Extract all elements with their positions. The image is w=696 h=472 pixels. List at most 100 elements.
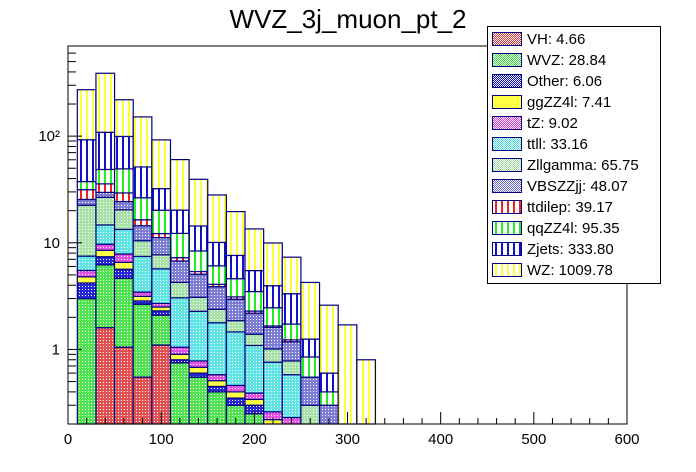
bar-tZ-bin-6	[188, 360, 209, 368]
y-tick-label: 10²	[38, 128, 60, 145]
bar-VBSZZjj-bin-5	[169, 260, 190, 284]
x-tick-label: 400	[428, 431, 453, 448]
legend-swatch	[492, 53, 522, 67]
bar-Zllgamma-bin-5	[169, 281, 190, 299]
bar-ttdilep-bin-1	[95, 183, 116, 193]
x-tick-label: 0	[64, 431, 72, 448]
bar-Zllgamma-bin-7	[207, 308, 227, 324]
legend-swatch	[492, 242, 522, 256]
legend-item-VBSZZjj: VBSZZjj: 48.07	[492, 176, 628, 196]
bar-WZ-bin-9	[244, 228, 265, 272]
bar-WZ-bin-12	[300, 281, 321, 340]
bar-ttll-bin-5	[169, 297, 190, 348]
bar-qqZZ4l-bin-13	[318, 391, 339, 406]
x-tick-label: 100	[149, 431, 174, 448]
bar-WZ-bin-8	[225, 210, 246, 257]
bar-WZ-bin-4	[151, 139, 172, 190]
bar-ggZZ4l-bin-8	[225, 391, 246, 399]
bar-VBSZZjj-bin-3	[132, 225, 153, 242]
bar-VBSZZjj-bin-7	[207, 286, 227, 310]
bar-WZ-bin-14	[337, 324, 358, 425]
legend-swatch	[492, 158, 522, 172]
legend-swatch	[492, 95, 522, 109]
bar-tZ-bin-1	[95, 243, 116, 251]
bar-qqZZ4l-bin-6	[188, 250, 209, 273]
bar-WZ-bin-10	[263, 242, 283, 287]
bar-Zjets-bin-12	[300, 338, 321, 358]
bar-Other-bin-6	[188, 372, 209, 378]
bar-VH-bin-3	[132, 376, 153, 425]
bar-VBSZZjj-bin-6	[188, 273, 209, 298]
bar-VBSZZjj-bin-2	[113, 200, 134, 211]
bar-Zjets-bin-1	[95, 131, 116, 171]
bar-qqZZ4l-bin-2	[113, 168, 134, 194]
bar-ttll-bin-2	[113, 228, 134, 255]
bar-VBSZZjj-bin-11	[281, 341, 302, 362]
bar-Zjets-bin-13	[318, 372, 339, 393]
bar-Zllgamma-bin-2	[113, 209, 134, 231]
bar-ggZZ4l-bin-5	[169, 353, 190, 361]
legend-label: tZ: 9.02	[527, 114, 578, 132]
bar-ttll-bin-1	[95, 224, 116, 245]
axes: 0 100 200 300 400 500 600 1 10 10²	[38, 45, 640, 448]
bar-WVZ-bin-1	[95, 264, 116, 329]
bar-VBSZZjj-bin-10	[263, 326, 283, 350]
bar-WVZ-bin-3	[132, 303, 153, 378]
legend-swatch	[492, 137, 522, 151]
x-tick-label: 500	[521, 431, 546, 448]
bar-Zjets-bin-5	[169, 209, 190, 234]
bar-ggZZ4l-bin-1	[95, 249, 116, 258]
chart-title: WVZ_3j_muon_pt_2	[229, 4, 467, 34]
legend-label: ttdilep: 39.17	[527, 198, 613, 216]
bar-ttdilep-bin-2	[113, 192, 134, 203]
bar-qqZZ4l-bin-4	[151, 209, 172, 235]
legend-swatch	[492, 200, 522, 214]
bar-tZ-bin-8	[225, 384, 246, 393]
x-tick-label: 200	[242, 431, 267, 448]
bar-WZ-bin-0	[76, 89, 97, 141]
bar-qqZZ4l-bin-5	[169, 232, 190, 259]
legend-label: qqZZ4l: 95.35	[527, 219, 620, 237]
bar-Other-bin-0	[76, 282, 97, 300]
bar-WZ-bin-15	[356, 359, 377, 425]
legend-label: ttll: 33.16	[527, 135, 588, 153]
bar-VH-bin-1	[95, 327, 116, 425]
bar-WVZ-bin-6	[188, 376, 209, 425]
legend-item-VH: VH: 4.66	[492, 29, 585, 49]
bar-Zjets-bin-11	[281, 293, 302, 325]
bar-WZ-bin-2	[113, 99, 134, 138]
bar-Zjets-bin-2	[113, 135, 134, 170]
bar-ggZZ4l-bin-6	[188, 366, 209, 374]
bar-ttdilep-bin-0	[76, 189, 97, 201]
bar-ggZZ4l-bin-7	[207, 380, 227, 388]
bar-Zjets-bin-6	[188, 225, 209, 252]
bar-Other-bin-7	[207, 385, 227, 393]
legend-label: VH: 4.66	[527, 30, 586, 48]
bar-Zjets-bin-3	[132, 166, 153, 199]
bar-WZ-bin-13	[318, 304, 339, 374]
bar-Zllgamma-bin-1	[95, 196, 116, 226]
bar-Zllgamma-bin-10	[263, 348, 283, 363]
legend-label: WVZ: 28.84	[527, 51, 607, 69]
bar-Zllgamma-bin-3	[132, 240, 153, 258]
bar-ggZZ4l-bin-2	[113, 261, 134, 270]
bar-tZ-bin-9	[244, 392, 265, 401]
bar-ttdilep-bin-3	[132, 219, 153, 227]
bar-qqZZ4l-bin-11	[281, 323, 302, 341]
legend-swatch	[492, 263, 522, 277]
bar-WZ-bin-5	[169, 159, 190, 211]
legend-label: VBSZZjj: 48.07	[527, 177, 628, 195]
legend-item-ttdilep: ttdilep: 39.17	[492, 197, 613, 217]
legend-item-ttll: ttll: 33.16	[492, 134, 588, 154]
bar-WVZ-bin-4	[151, 314, 172, 346]
bar-tZ-bin-7	[207, 374, 227, 382]
bar-ttll-bin-8	[225, 331, 246, 387]
bar-Zjets-bin-9	[244, 269, 265, 293]
bar-Other-bin-4	[151, 310, 172, 316]
bar-Zllgamma-bin-11	[281, 360, 302, 376]
bar-tZ-bin-0	[76, 269, 97, 278]
bar-ttll-bin-4	[151, 268, 172, 305]
bar-qqZZ4l-bin-9	[244, 290, 265, 312]
legend-item-Zjets: Zjets: 333.80	[492, 239, 614, 259]
